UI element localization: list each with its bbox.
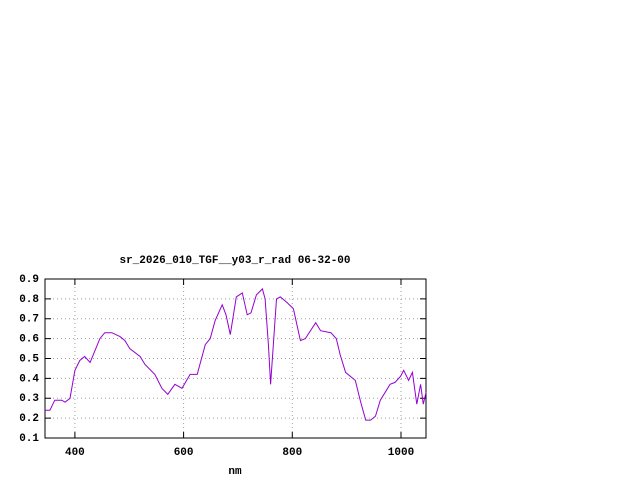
y-tick-label: 0.8: [19, 294, 39, 306]
plot-border: [44, 278, 427, 439]
chart-title: sr_2026_010_TGF__y03_r_rad 06-32-00: [119, 255, 350, 267]
y-tick-label: 0.9: [19, 274, 39, 286]
y-tick-label: 0.3: [19, 393, 39, 405]
x-tick-label: 600: [174, 447, 194, 459]
x-tick-label: 800: [282, 447, 302, 459]
x-axis-label: nm: [228, 466, 242, 478]
y-tick-label: 0.4: [19, 373, 39, 385]
data-line: [45, 287, 427, 421]
x-tick-label: 400: [65, 447, 85, 459]
y-tick-label: 0.1: [19, 433, 39, 445]
y-tick-label: 0.2: [19, 413, 39, 425]
y-tick-label: 0.6: [19, 334, 39, 346]
x-tick-label: 1000: [388, 447, 414, 459]
y-tick-label: 0.7: [19, 314, 39, 326]
y-tick-label: 0.5: [19, 353, 39, 365]
